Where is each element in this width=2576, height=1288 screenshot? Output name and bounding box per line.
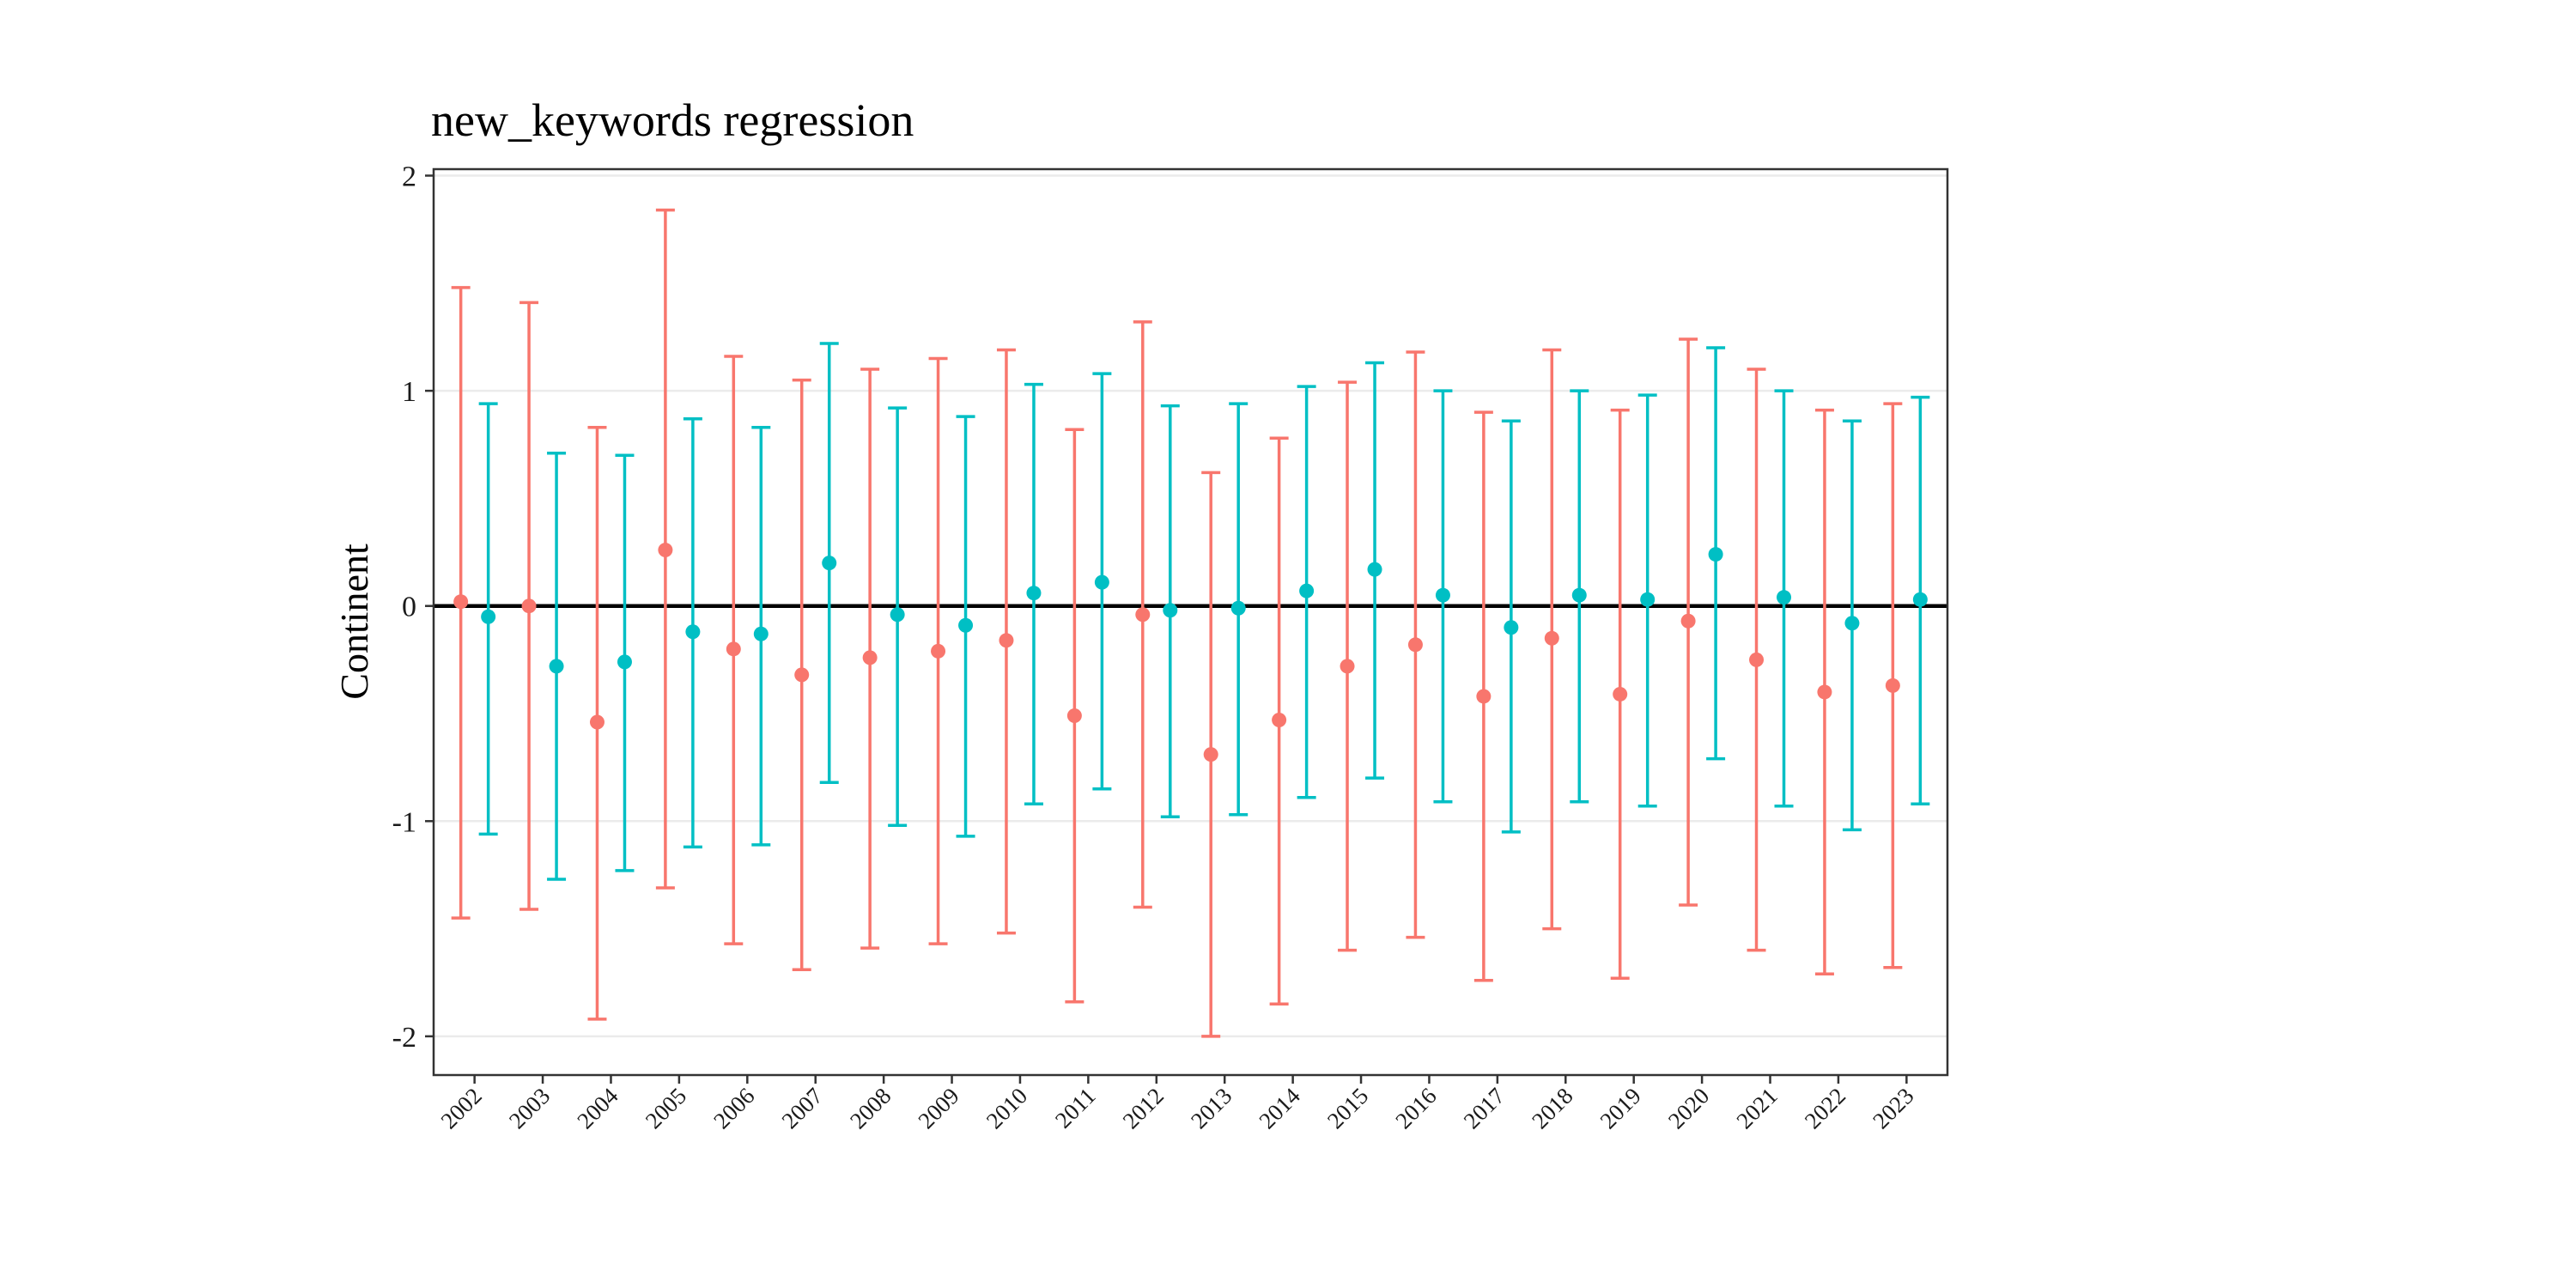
x-tick-label: 2014 xyxy=(1254,1083,1305,1134)
y-tick-label: 1 xyxy=(402,376,416,408)
chart-title: new_keywords regression xyxy=(431,94,914,146)
x-tick-label: 2015 xyxy=(1322,1083,1373,1133)
point-2023-series-2 xyxy=(1912,592,1928,607)
y-axis: -2 -1 0 1 2 xyxy=(392,161,434,1054)
point-2011-series-2 xyxy=(1094,574,1109,590)
point-2003-series-2 xyxy=(549,659,564,674)
point-2016-series-1 xyxy=(1407,637,1423,653)
x-tick-label: 2021 xyxy=(1731,1083,1782,1133)
point-2022-series-1 xyxy=(1817,684,1832,700)
point-2011-series-1 xyxy=(1066,708,1082,724)
point-2012-series-1 xyxy=(1135,607,1151,623)
plot-panel xyxy=(434,169,1947,1075)
x-tick-label: 2017 xyxy=(1459,1083,1510,1133)
point-2003-series-1 xyxy=(521,598,537,614)
point-2005-series-1 xyxy=(658,543,673,558)
point-2022-series-2 xyxy=(1844,616,1860,631)
x-tick-label: 2008 xyxy=(845,1083,896,1133)
x-tick-label: 2007 xyxy=(777,1083,828,1133)
estimate-points xyxy=(453,543,1928,762)
x-tick-label: 2004 xyxy=(572,1083,623,1134)
plot-panel-border xyxy=(432,167,1949,1077)
point-2007-series-1 xyxy=(794,667,810,683)
point-2009-series-1 xyxy=(931,643,946,659)
point-2008-series-1 xyxy=(862,650,878,665)
x-tick-label: 2023 xyxy=(1868,1083,1918,1133)
point-2015-series-1 xyxy=(1340,659,1355,674)
point-2005-series-2 xyxy=(685,624,701,640)
point-2021-series-2 xyxy=(1777,590,1792,605)
point-2023-series-1 xyxy=(1885,677,1900,693)
x-axis: 2002 2003 2004 2005 2006 2007 2008 2009 2010 2011… xyxy=(435,1075,1919,1134)
x-tick-label: 2006 xyxy=(708,1083,759,1133)
point-2013-series-2 xyxy=(1230,600,1246,616)
x-tick-label: 2022 xyxy=(1800,1083,1850,1133)
point-2010-series-1 xyxy=(999,633,1014,648)
x-tick-label: 2013 xyxy=(1186,1083,1236,1133)
point-2014-series-1 xyxy=(1272,713,1287,728)
y-tick-label: 0 xyxy=(402,592,416,623)
point-2012-series-2 xyxy=(1163,603,1178,618)
y-tick-label: -2 xyxy=(392,1022,416,1054)
point-2006-series-2 xyxy=(753,626,769,641)
point-2018-series-1 xyxy=(1544,630,1559,646)
y-tick-label: 2 xyxy=(402,161,416,193)
point-2014-series-2 xyxy=(1299,583,1315,598)
point-2020-series-1 xyxy=(1680,613,1696,629)
point-2021-series-1 xyxy=(1749,652,1765,667)
point-2015-series-2 xyxy=(1367,562,1382,577)
point-2004-series-2 xyxy=(617,654,632,670)
point-2018-series-2 xyxy=(1571,587,1587,603)
y-tick-label: -1 xyxy=(392,806,416,838)
point-2002-series-2 xyxy=(481,609,496,624)
point-2016-series-2 xyxy=(1435,587,1450,603)
point-2002-series-1 xyxy=(453,594,469,610)
x-tick-label: 2003 xyxy=(504,1083,555,1133)
point-2007-series-2 xyxy=(822,556,837,571)
point-2006-series-1 xyxy=(726,641,741,657)
point-2009-series-2 xyxy=(958,617,974,633)
x-tick-label: 2019 xyxy=(1595,1083,1646,1133)
point-2019-series-1 xyxy=(1613,686,1628,702)
panel-border-group xyxy=(432,167,1949,1077)
plot-panel-background xyxy=(434,169,1947,1075)
point-2004-series-1 xyxy=(589,714,605,730)
point-2019-series-2 xyxy=(1640,592,1656,607)
point-2013-series-1 xyxy=(1203,747,1218,762)
point-2010-series-2 xyxy=(1026,586,1042,601)
point-2017-series-1 xyxy=(1476,689,1492,704)
x-tick-label: 2016 xyxy=(1390,1083,1441,1133)
point-2017-series-2 xyxy=(1504,620,1519,635)
x-tick-label: 2018 xyxy=(1527,1083,1577,1133)
x-tick-label: 2011 xyxy=(1050,1083,1101,1133)
point-2008-series-2 xyxy=(890,607,905,623)
x-tick-label: 2020 xyxy=(1663,1083,1714,1133)
x-tick-label: 2010 xyxy=(981,1083,1032,1133)
x-tick-label: 2009 xyxy=(913,1083,963,1133)
x-tick-label: 2005 xyxy=(641,1083,691,1133)
x-tick-label: 2012 xyxy=(1118,1083,1169,1133)
y-axis-label: Continent xyxy=(332,544,376,700)
x-tick-label: 2002 xyxy=(435,1083,486,1133)
point-2020-series-2 xyxy=(1708,547,1723,562)
